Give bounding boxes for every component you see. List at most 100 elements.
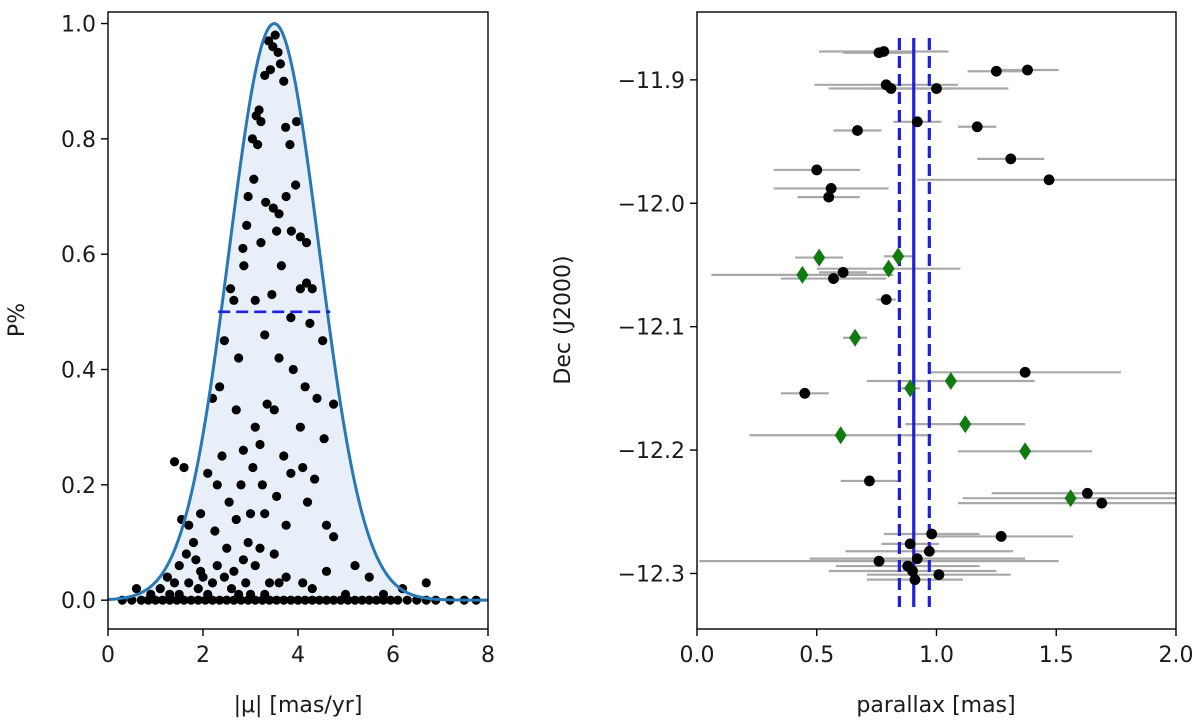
left-point-25 <box>272 226 282 236</box>
diamond-point-9 <box>1019 442 1032 461</box>
left-point-54 <box>295 422 305 432</box>
left-point-60 <box>238 445 248 455</box>
left-point-164 <box>378 595 389 605</box>
left-point-57 <box>319 434 329 444</box>
left-ytick-label-1: 0.2 <box>61 474 96 499</box>
left-point-147 <box>257 595 267 605</box>
left-point-17 <box>291 180 301 190</box>
left-ytick-label-2: 0.4 <box>61 359 96 384</box>
left-point-143 <box>229 595 239 605</box>
left-point-149 <box>272 595 282 605</box>
circle-point-6 <box>931 83 942 94</box>
left-point-27 <box>238 243 248 254</box>
left-point-59 <box>279 451 289 461</box>
left-point-154 <box>307 595 317 605</box>
left-point-89 <box>181 549 191 559</box>
left-point-32 <box>301 278 312 288</box>
left-point-11 <box>281 122 291 132</box>
left-point-101 <box>364 572 374 582</box>
circle-point-5 <box>885 83 897 94</box>
left-point-73 <box>272 491 282 501</box>
left-xtick-label-0: 0 <box>101 643 115 668</box>
left-point-83 <box>329 532 339 542</box>
right-y-axis-label: Dec (J2000) <box>551 255 576 384</box>
left-point-104 <box>219 572 229 582</box>
diamond-point-7 <box>959 415 972 434</box>
left-point-51 <box>231 405 241 415</box>
left-point-111 <box>274 578 284 588</box>
left-point-37 <box>307 284 317 294</box>
left-point-46 <box>274 353 284 363</box>
left-point-108 <box>184 578 194 588</box>
left-point-137 <box>186 595 196 605</box>
left-point-106 <box>298 578 308 588</box>
right-plot-clip <box>699 38 1176 607</box>
left-point-158 <box>336 595 346 605</box>
circle-point-9 <box>852 125 863 136</box>
left-point-5 <box>265 65 276 75</box>
left-point-72 <box>224 497 234 507</box>
circle-point-28 <box>873 555 885 567</box>
left-point-78 <box>231 514 241 525</box>
left-point-70 <box>212 480 222 490</box>
left-point-100 <box>350 560 360 571</box>
circle-point-13 <box>825 183 837 194</box>
left-point-134 <box>165 595 175 605</box>
left-point-105 <box>264 578 275 588</box>
left-point-163 <box>371 595 381 605</box>
circle-point-14 <box>823 191 835 203</box>
left-point-155 <box>314 595 324 605</box>
left-point-48 <box>215 382 225 392</box>
left-point-7 <box>279 76 289 86</box>
left-point-21 <box>268 203 278 213</box>
left-point-74 <box>302 497 313 507</box>
left-point-157 <box>329 595 339 605</box>
circle-point-8 <box>971 121 983 133</box>
circle-point-16 <box>828 273 839 284</box>
left-point-125 <box>421 578 431 588</box>
left-point-26 <box>256 238 266 248</box>
left-point-82 <box>321 520 332 530</box>
left-point-71 <box>310 474 320 484</box>
left-point-18 <box>281 191 291 202</box>
left-point-53 <box>312 393 322 403</box>
right-x-axis-label: parallax [mas] <box>856 693 1015 718</box>
gaussian-curve <box>107 21 488 602</box>
right-xtick-label-2: 1.0 <box>919 643 954 668</box>
left-point-156 <box>321 595 332 605</box>
right-xtick-label-1: 0.5 <box>799 643 834 668</box>
left-point-87 <box>222 543 232 553</box>
right-ytick-label-1: −12.0 <box>618 192 685 217</box>
left-point-50 <box>262 399 272 409</box>
left-point-0 <box>270 30 280 40</box>
left-point-4 <box>275 59 286 69</box>
left-point-114 <box>131 584 142 594</box>
left-point-142 <box>222 595 232 605</box>
left-point-99 <box>321 566 332 576</box>
left-point-146 <box>250 595 260 605</box>
right-ytick-label-4: −12.3 <box>618 562 685 587</box>
left-point-39 <box>286 313 296 323</box>
left-point-33 <box>225 284 236 294</box>
left-point-95 <box>212 560 222 571</box>
left-point-97 <box>250 560 260 571</box>
left-point-113 <box>193 584 203 594</box>
left-point-96 <box>229 566 239 576</box>
left-point-145 <box>243 595 253 605</box>
left-point-107 <box>169 578 180 588</box>
left-xtick-label-3: 6 <box>386 643 400 668</box>
left-point-88 <box>255 543 265 553</box>
left-point-28 <box>295 232 305 242</box>
left-point-23 <box>242 220 252 230</box>
left-point-130 <box>136 595 146 605</box>
left-point-153 <box>300 595 310 605</box>
left-point-36 <box>267 289 277 300</box>
left-xtick-label-1: 2 <box>196 643 210 668</box>
right-xtick-label-0: 0.0 <box>680 643 715 668</box>
left-point-166 <box>393 595 403 605</box>
left-point-91 <box>269 549 279 559</box>
left-point-112 <box>155 584 165 594</box>
left-point-75 <box>260 509 270 519</box>
left-point-135 <box>172 595 182 605</box>
